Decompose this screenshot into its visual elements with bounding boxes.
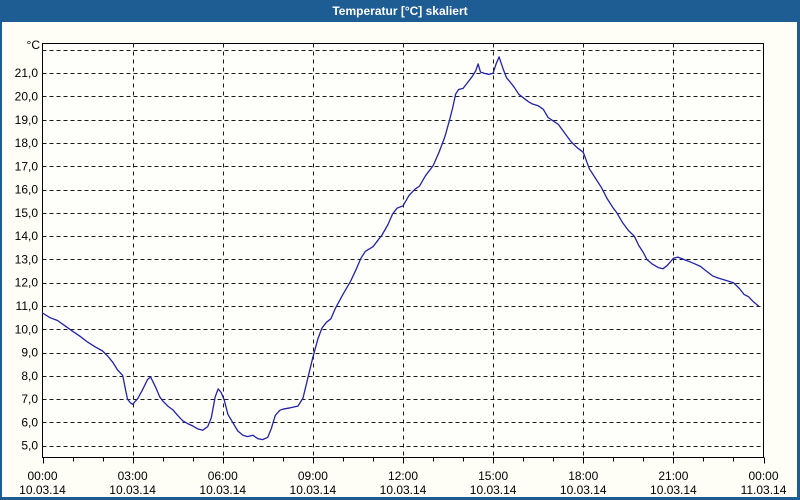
x-axis-time-label: 09:00	[298, 469, 328, 483]
x-axis-time-label: 21:00	[658, 469, 688, 483]
y-axis-label: 16,0	[15, 183, 39, 197]
y-axis-label: 20,0	[15, 90, 39, 104]
plot-frame	[42, 43, 764, 458]
x-axis-time-label: 00:00	[748, 469, 778, 483]
x-axis-date-label: 10.03.14	[380, 483, 427, 497]
x-axis-date-label: 11.03.14	[741, 483, 787, 497]
y-axis-label: 14,0	[15, 229, 39, 243]
y-axis-unit-label: °C	[27, 38, 41, 52]
x-axis-date-label: 10.03.14	[109, 483, 156, 497]
temperature-curve	[41, 56, 760, 441]
title-bar: Temperatur [°C] skaliert	[0, 0, 800, 22]
x-axis-date-label: 10.03.14	[560, 483, 607, 497]
x-axis-date-label: 10.03.14	[470, 483, 517, 497]
chart-panel: °C 5,0 6,0 7,0 8,0 9,0 10,0 11,0 12,0 13,0 14,0 15,…	[0, 22, 800, 500]
x-axis-time-label: 18:00	[568, 469, 598, 483]
x-axis-time-label: 06:00	[208, 469, 238, 483]
x-axis-time-label: 15:00	[478, 469, 508, 483]
y-axis-label: 17,0	[15, 159, 39, 173]
y-axis-label: 13,0	[15, 252, 39, 266]
y-axis-label: 11,0	[16, 299, 39, 313]
temperature-chart: °C 5,0 6,0 7,0 8,0 9,0 10,0 11,0 12,0 13,0 14,0 15,…	[15, 38, 787, 497]
y-axis-label: 5,0	[21, 439, 38, 453]
y-axis-label: 18,0	[15, 136, 39, 150]
x-axis-time-label: 12:00	[388, 469, 418, 483]
x-axis-time-label: 03:00	[118, 469, 148, 483]
x-axis-date-label: 10.03.14	[650, 483, 697, 497]
y-axis-label: 8,0	[21, 369, 38, 383]
y-axis-label: 9,0	[21, 346, 38, 360]
x-axis-date-label: 10.03.14	[199, 483, 246, 497]
y-axis-label: 7,0	[21, 392, 38, 406]
y-axis-label: 19,0	[15, 113, 39, 127]
window-title: Temperatur [°C] skaliert	[332, 4, 468, 18]
y-axis-label: 15,0	[15, 206, 39, 220]
y-axis-label: 10,0	[15, 322, 39, 336]
y-axis-label: 6,0	[21, 415, 38, 429]
x-axis-date-label: 10.03.14	[19, 483, 66, 497]
x-axis-time-label: 00:00	[27, 469, 57, 483]
y-axis-label: 12,0	[15, 276, 39, 290]
x-axis-date-label: 10.03.14	[290, 483, 337, 497]
y-axis-label: 21,0	[15, 66, 39, 80]
